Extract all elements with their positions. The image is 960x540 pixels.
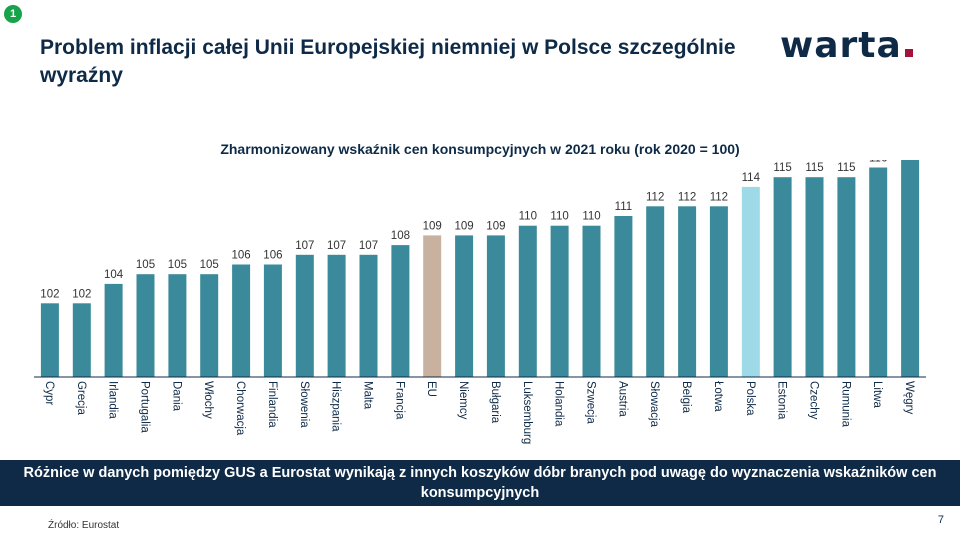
category-label: Holandia <box>553 381 565 427</box>
category-label: Chorwacja <box>234 381 246 436</box>
bar-niemcy <box>455 235 474 377</box>
data-label: 107 <box>327 240 346 252</box>
category-label: Niemcy <box>457 381 469 420</box>
bar-eu <box>423 235 442 377</box>
bar-łotwa <box>709 206 728 377</box>
data-label: 112 <box>646 191 664 203</box>
data-label: 107 <box>359 240 378 252</box>
bar-irlandia <box>104 283 123 377</box>
data-label: 110 <box>582 211 600 223</box>
slide-title: Problem inflacji całej Unii Europejskiej… <box>40 36 736 87</box>
data-label: 114 <box>742 172 761 184</box>
category-label: Rumunia <box>839 381 851 428</box>
bar-rumunia <box>837 177 856 377</box>
warta-logo: warta <box>780 26 913 66</box>
category-label: Dania <box>170 381 182 412</box>
logo-text: warta <box>780 25 902 66</box>
data-label: 102 <box>72 288 91 300</box>
bar-dania <box>168 274 187 377</box>
bar-polska <box>741 186 760 377</box>
data-label: 106 <box>263 250 282 262</box>
category-label: Czechy <box>808 381 820 420</box>
data-label: 102 <box>40 288 59 300</box>
data-label: 109 <box>423 220 442 232</box>
bar-czechy <box>805 177 824 377</box>
data-label: 115 <box>773 162 791 174</box>
data-label: 104 <box>104 269 124 281</box>
category-label: Belgia <box>680 381 692 414</box>
data-label: 106 <box>232 250 251 262</box>
bar-chart: 102 Cypr 102 Grecja 104 Irlandia 105 Portugalia… <box>34 160 926 444</box>
data-label: 105 <box>200 259 219 271</box>
bar-litwa <box>869 167 888 377</box>
data-label: 115 <box>837 162 855 174</box>
bar-portugalia <box>136 274 155 377</box>
category-label: Austria <box>616 381 628 417</box>
data-label: 105 <box>136 259 155 271</box>
bar-chorwacja <box>232 264 251 377</box>
data-label: 105 <box>168 259 187 271</box>
info-banner: Różnice w danych pomiędzy GUS a Eurostat… <box>0 460 960 506</box>
bar-finlandia <box>263 264 282 377</box>
data-label: 110 <box>550 211 568 223</box>
category-label: Portugalia <box>139 381 151 433</box>
bar-malta <box>359 254 378 377</box>
logo-accent-dot <box>904 49 913 57</box>
bar-grecja <box>72 303 91 377</box>
bar-holandia <box>550 225 569 377</box>
category-label: Estonia <box>776 381 788 420</box>
data-label: 111 <box>615 201 632 213</box>
category-label: Słowenia <box>298 381 310 428</box>
bar-estonia <box>773 177 792 377</box>
category-label: EU <box>425 381 437 397</box>
category-label: Szwecja <box>585 381 597 424</box>
data-label: 116 <box>869 160 887 165</box>
bar-belgia <box>678 206 697 377</box>
data-label: 112 <box>710 191 728 203</box>
data-label: 115 <box>805 162 823 174</box>
data-label: 109 <box>486 220 505 232</box>
bar-szwecja <box>582 225 601 377</box>
data-label: 112 <box>678 191 696 203</box>
data-label: 107 <box>295 240 314 252</box>
category-label: Łotwa <box>712 381 724 412</box>
slide-number-badge: 1 <box>4 5 22 23</box>
category-label: Litwa <box>871 381 883 408</box>
category-label: Słowacja <box>648 381 660 428</box>
category-label: Cypr <box>43 381 55 405</box>
category-label: Grecja <box>75 381 87 415</box>
category-label: Bułgaria <box>489 381 501 424</box>
bar-francja <box>391 245 410 377</box>
bar-włochy <box>200 274 219 377</box>
category-label: Irlandia <box>107 381 119 419</box>
category-label: Luksemburg <box>521 381 533 444</box>
category-label: Włochy <box>202 381 214 419</box>
bar-luksemburg <box>518 225 537 377</box>
category-label: Malta <box>362 381 374 410</box>
category-label: Węgry <box>903 381 915 414</box>
page-number: 7 <box>937 514 944 526</box>
data-label: 110 <box>519 211 537 223</box>
data-label: 108 <box>391 230 410 242</box>
bar-bułgaria <box>486 235 505 377</box>
category-label: Finlandia <box>266 381 278 428</box>
bar-słowenia <box>295 254 314 377</box>
category-label: Polska <box>744 381 756 416</box>
category-label: Francja <box>393 381 405 420</box>
bar-węgry <box>901 160 920 377</box>
bar-cypr <box>40 303 59 377</box>
data-label: 109 <box>455 220 474 232</box>
bar-austria <box>614 216 633 377</box>
bar-słowacja <box>646 206 665 377</box>
chart-title: Zharmonizowany wskaźnik cen konsumpcyjny… <box>220 141 740 157</box>
category-label: Hiszpania <box>330 381 342 432</box>
source-note: Źródło: Eurostat <box>48 520 120 531</box>
bar-hiszpania <box>327 254 346 377</box>
